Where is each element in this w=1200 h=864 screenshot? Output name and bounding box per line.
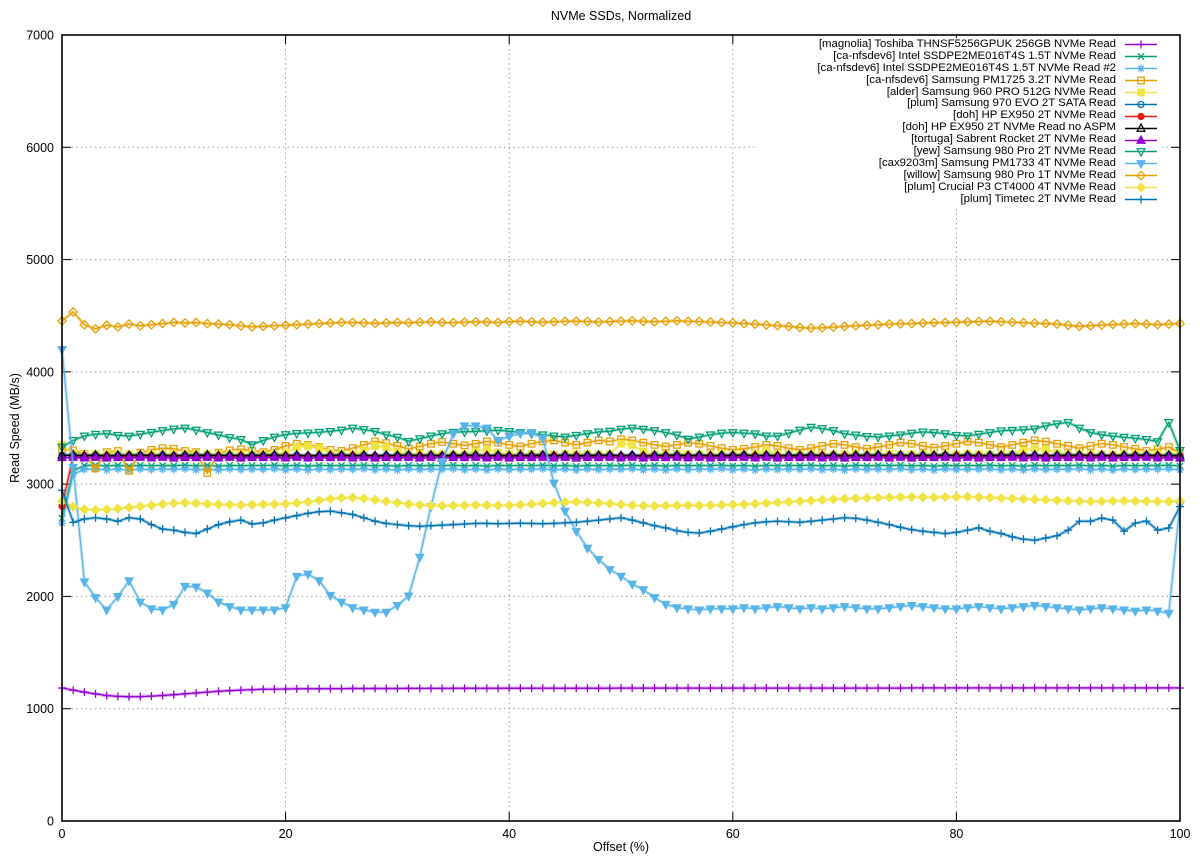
legend-marker-sample — [1125, 195, 1157, 204]
legend: [magnolia] Toshiba THNSF5256GPUK 256GB N… — [757, 38, 1162, 207]
legend-label: [tortuga] Sabrent Rocket 2T NVMe Read — [911, 133, 1116, 146]
series-markers — [57, 345, 1185, 620]
legend-label: [alder] Samsung 960 PRO 512G NVMe Read — [886, 85, 1116, 98]
legend-item: [plum] Samsung 970 EVO 2T SATA Read — [757, 98, 1162, 110]
x-tick-label: 40 — [502, 827, 516, 841]
legend-marker-sample — [1125, 134, 1157, 144]
series-13 — [58, 486, 1184, 545]
y-tick-label: 5000 — [26, 253, 54, 267]
legend-marker-sample — [1125, 88, 1157, 97]
series-2 — [58, 464, 1184, 528]
legend-item: [yew] Samsung 980 Pro 2T NVMe Read — [757, 145, 1162, 158]
legend-item: [ca-nfsdev6] Samsung PM1725 3.2T NVMe Re… — [757, 73, 1162, 87]
x-tick-label: 20 — [279, 827, 293, 841]
legend-item: [alder] Samsung 960 PRO 512G NVMe Read — [757, 85, 1162, 99]
legend-label: [ca-nfsdev6] Samsung PM1725 3.2T NVMe Re… — [866, 73, 1116, 86]
legend-label: [ca-nfsdev6] Intel SSDPE2ME016T4S 1.5T N… — [833, 49, 1116, 62]
x-axis-title: Offset (%) — [592, 840, 650, 854]
y-tick-label: 0 — [47, 815, 54, 829]
y-axis-title: Read Speed (MB/s) — [8, 373, 22, 483]
legend-marker-sample — [1125, 148, 1157, 158]
series-8 — [57, 451, 1185, 462]
y-tick-label: 1000 — [26, 702, 54, 716]
legend-marker-sample — [1125, 160, 1157, 170]
legend-marker-sample — [1125, 100, 1157, 108]
legend-marker-sample — [1125, 40, 1157, 49]
y-tick-label: 7000 — [26, 29, 54, 43]
series-12 — [56, 491, 1186, 516]
legend-label: [cax9203m] Samsung PM1733 4T NVMe Read — [878, 156, 1116, 169]
legend-marker-sample — [1125, 182, 1157, 193]
series-9 — [57, 418, 1185, 457]
legend-item: [willow] Samsung 980 Pro 1T NVMe Read — [757, 168, 1162, 182]
y-tick-label: 6000 — [26, 141, 54, 155]
legend-label: [ca-nfsdev6] Intel SSDPE2ME016T4S 1.5T N… — [817, 61, 1116, 74]
legend-item: [doh] HP EX950 2T NVMe Read no ASPM — [757, 121, 1162, 134]
legend-item: [plum] Timetec 2T NVMe Read — [757, 192, 1162, 206]
x-tick-label: 100 — [1170, 827, 1191, 841]
legend-marker-sample — [1125, 64, 1157, 73]
chart-title: NVMe SSDs, Normalized — [550, 9, 692, 23]
legend-label: [willow] Samsung 980 Pro 1T NVMe Read — [903, 168, 1116, 181]
legend-label: [yew] Samsung 980 Pro 2T NVMe Read — [913, 145, 1116, 158]
legend-label: [plum] Samsung 970 EVO 2T SATA Read — [907, 97, 1116, 110]
legend-label: [magnolia] Toshiba THNSF5256GPUK 256GB N… — [818, 38, 1116, 50]
legend-item: [ca-nfsdev6] Intel SSDPE2ME016T4S 1.5T N… — [757, 61, 1162, 75]
legend-item: [magnolia] Toshiba THNSF5256GPUK 256GB N… — [757, 38, 1162, 51]
series-markers — [58, 486, 1184, 545]
x-tick-label: 80 — [949, 827, 963, 841]
series-10 — [57, 345, 1185, 620]
legend-marker-sample — [1125, 122, 1157, 132]
legend-item: [tortuga] Sabrent Rocket 2T NVMe Read — [757, 133, 1162, 146]
legend-item: [doh] HP EX950 2T NVMe Read — [757, 109, 1162, 122]
series-11 — [56, 306, 1186, 334]
legend-item: [cax9203m] Samsung PM1733 4T NVMe Read — [757, 156, 1162, 170]
legend-item: [plum] Crucial P3 CT4000 4T NVMe Read — [757, 180, 1162, 194]
legend-label: [plum] Crucial P3 CT4000 4T NVMe Read — [904, 180, 1116, 193]
legend-label: [plum] Timetec 2T NVMe Read — [960, 192, 1116, 205]
x-tick-label: 60 — [726, 827, 740, 841]
legend-label: [doh] HP EX950 2T NVMe Read no ASPM — [902, 121, 1116, 134]
legend-item: [ca-nfsdev6] Intel SSDPE2ME016T4S 1.5T N… — [757, 49, 1162, 63]
y-tick-label: 3000 — [26, 478, 54, 492]
legend-marker-sample — [1125, 76, 1157, 85]
x-tick-label: 0 — [59, 827, 66, 841]
series-0 — [58, 683, 1184, 701]
y-tick-label: 4000 — [26, 365, 54, 379]
plot-border — [61, 34, 1181, 822]
legend-marker-sample — [1125, 112, 1157, 120]
tick-labels: 0 1000 2000 3000 4000 5000 6000 7000 0 20 40 60 80 10… — [26, 29, 1190, 842]
y-tick-label: 2000 — [26, 590, 54, 604]
series-markers — [56, 491, 1186, 516]
legend-marker-sample — [1125, 53, 1157, 61]
legend-marker-sample — [1125, 170, 1157, 181]
legend-label: [doh] HP EX950 2T NVMe Read — [953, 109, 1116, 122]
